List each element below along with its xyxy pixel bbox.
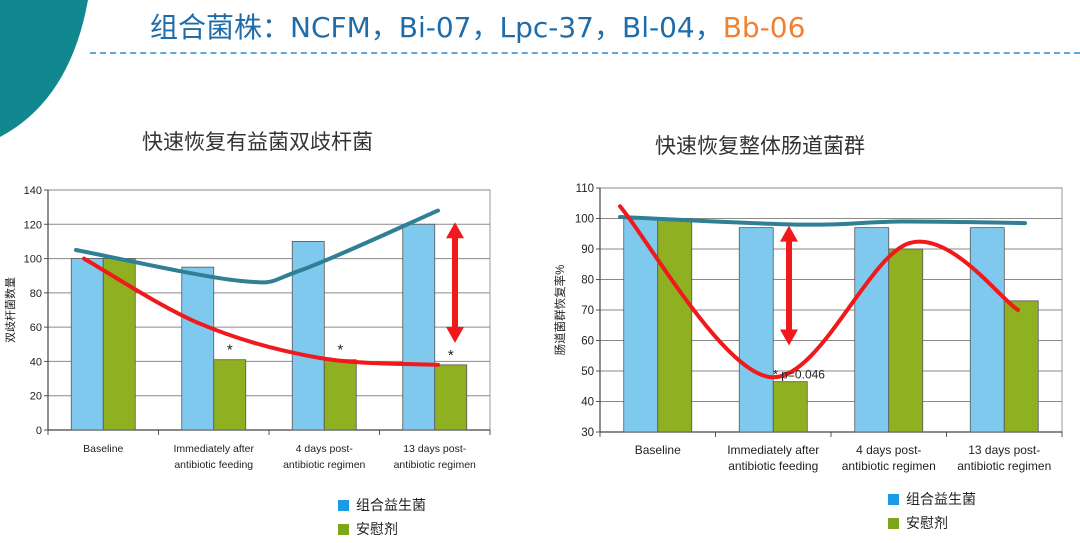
slide-title-highlight: Bb-06 (722, 11, 806, 44)
x-category-label: antibiotic feeding (728, 459, 818, 473)
bar-placebo (213, 359, 247, 431)
probiotic-swatch (338, 499, 349, 511)
chart1-title: 快速恢复有益菌双歧杆菌 (142, 130, 373, 154)
y-tick-label: 60 (30, 322, 42, 334)
chart1-legend: 组合益生菌 安慰剂 (338, 493, 426, 541)
chart2-gut-flora: 30 40 50 60 70 80 90 100 110 Baseline Immediately … (553, 183, 1063, 473)
bar-placebo (888, 248, 924, 433)
x-category-label: antibiotic regimen (283, 459, 365, 471)
bar-probiotic (402, 223, 436, 431)
y-axis-label: 双歧杆菌数量 (3, 277, 17, 343)
bar-probiotic (854, 227, 890, 433)
bar-probiotic (738, 227, 774, 433)
x-category-label: Immediately after (173, 443, 254, 455)
y-tick-label: 40 (30, 356, 42, 368)
x-category-label: 13 days post- (403, 443, 467, 455)
y-tick-label: 140 (24, 185, 42, 197)
x-category-label: antibiotic regimen (957, 459, 1051, 473)
legend-label: 安慰剂 (906, 516, 948, 532)
decorative-corner (0, 0, 88, 137)
difference-arrow-head-bottom (780, 329, 798, 346)
bar-placebo (772, 381, 808, 433)
x-category-label: antibiotic feeding (174, 459, 253, 471)
legend-item-placebo: 安慰剂 (888, 511, 976, 535)
y-tick-label: 60 (581, 336, 594, 348)
bar-placebo (1003, 300, 1039, 433)
chart2-title: 快速恢复整体肠道菌群 (655, 134, 865, 158)
chart1-bifidobacteria: 0 20 40 60 80 100 120 140 Baseline Immediately af… (3, 185, 491, 471)
x-category-label: antibiotic regimen (842, 459, 936, 473)
bar-probiotic (623, 218, 659, 433)
x-category-label: Baseline (83, 443, 123, 455)
y-tick-label: 100 (575, 214, 594, 226)
x-category-label: 4 days post- (296, 443, 354, 455)
bar-probiotic (181, 266, 215, 431)
bar-probiotic (70, 258, 104, 431)
y-tick-label: 80 (30, 288, 42, 300)
y-tick-label: 100 (24, 254, 42, 266)
y-tick-label: 40 (581, 397, 594, 409)
y-tick-label: 110 (576, 183, 594, 195)
y-tick-label: 0 (36, 425, 42, 437)
trend-line-placebo (82, 256, 440, 367)
legend-label: 安慰剂 (356, 522, 398, 538)
significance-annotation: * (227, 342, 233, 359)
trend-line-probiotic (74, 208, 440, 285)
significance-annotation: * (337, 342, 343, 359)
x-category-label: Baseline (635, 443, 681, 457)
x-category-label: antibiotic regimen (394, 459, 476, 471)
y-tick-label: 90 (581, 244, 594, 256)
placebo-swatch (888, 517, 899, 529)
y-tick-label: 50 (581, 366, 594, 378)
title-divider (90, 52, 1080, 54)
y-axis-label: 肠道菌群恢复率% (553, 265, 567, 356)
chart2-legend: 组合益生菌 安慰剂 (888, 487, 976, 535)
bar-placebo (323, 359, 357, 431)
trend-line-placebo (618, 204, 1020, 380)
legend-item-probiotic: 组合益生菌 (888, 487, 976, 511)
trend-line-probiotic (618, 214, 1027, 227)
legend-label: 组合益生菌 (906, 492, 976, 508)
y-tick-label: 120 (24, 219, 42, 231)
slide-title: 组合菌株：NCFM，Bi-07，Lpc-37，Bl-04，Bb-06 (150, 6, 805, 46)
difference-arrow-head-top (446, 222, 464, 239)
legend-label: 组合益生菌 (356, 498, 426, 514)
y-tick-label: 30 (581, 427, 594, 439)
bar-placebo (657, 218, 693, 433)
y-tick-label: 20 (30, 391, 42, 403)
difference-arrow-head-top (780, 225, 798, 242)
legend-item-placebo: 安慰剂 (338, 517, 426, 541)
significance-annotation: * p=0.046 (773, 368, 825, 382)
slide-title-text: 组合菌株：NCFM，Bi-07，Lpc-37，Bl-04， (150, 11, 723, 44)
y-tick-label: 80 (581, 275, 594, 287)
x-category-label: 4 days post- (856, 443, 921, 457)
placebo-swatch (338, 523, 349, 535)
bar-probiotic (969, 227, 1005, 433)
x-category-label: Immediately after (727, 443, 819, 457)
legend-item-probiotic: 组合益生菌 (338, 493, 426, 517)
x-category-label: 13 days post- (968, 443, 1040, 457)
y-tick-label: 70 (581, 305, 594, 317)
significance-annotation: * (448, 347, 454, 364)
difference-arrow-head-bottom (446, 326, 464, 343)
bar-placebo (434, 364, 468, 431)
probiotic-swatch (888, 493, 899, 505)
